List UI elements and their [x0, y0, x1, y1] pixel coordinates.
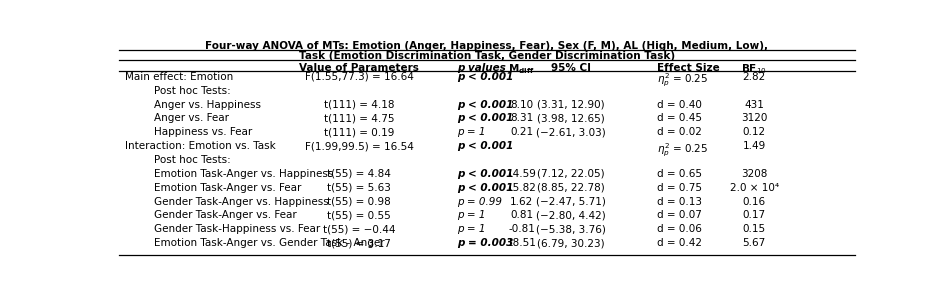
- Text: 1.62: 1.62: [510, 197, 533, 207]
- Text: 0.15: 0.15: [743, 224, 766, 234]
- Text: p < 0.001: p < 0.001: [458, 100, 514, 110]
- Text: t(111) = 4.18: t(111) = 4.18: [324, 100, 394, 110]
- Text: p < 0.001: p < 0.001: [458, 72, 514, 82]
- Text: (−2.61, 3.03): (−2.61, 3.03): [536, 127, 605, 137]
- Text: p = 1: p = 1: [458, 210, 485, 221]
- Text: 3208: 3208: [741, 169, 768, 179]
- Text: F(1.55,77.3) = 16.64: F(1.55,77.3) = 16.64: [305, 72, 413, 82]
- Text: Task (Emotion Discrimination Task, Gender Discrimination Task): Task (Emotion Discrimination Task, Gende…: [299, 51, 674, 61]
- Text: 431: 431: [744, 100, 764, 110]
- Text: $\eta_p^2$ = 0.25: $\eta_p^2$ = 0.25: [657, 141, 709, 159]
- Text: (−2.47, 5.71): (−2.47, 5.71): [536, 197, 605, 207]
- Text: d = 0.65: d = 0.65: [657, 169, 702, 179]
- Text: Gender Task-Happiness vs. Fear: Gender Task-Happiness vs. Fear: [155, 224, 321, 234]
- Text: d = 0.06: d = 0.06: [657, 224, 702, 234]
- Text: p < 0.001: p < 0.001: [458, 141, 514, 151]
- Text: p = 1: p = 1: [458, 224, 485, 234]
- Text: d = 0.13: d = 0.13: [657, 197, 702, 207]
- Text: 0.16: 0.16: [743, 197, 766, 207]
- Text: (6.79, 30.23): (6.79, 30.23): [537, 238, 604, 248]
- Text: d = 0.02: d = 0.02: [657, 127, 702, 137]
- Text: (−5.38, 3.76): (−5.38, 3.76): [536, 224, 605, 234]
- Text: Gender Task-Anger vs. Happiness: Gender Task-Anger vs. Happiness: [155, 197, 329, 207]
- Text: d = 0.40: d = 0.40: [657, 100, 702, 110]
- Text: (3.31, 12.90): (3.31, 12.90): [537, 100, 604, 110]
- Text: d = 0.07: d = 0.07: [657, 210, 702, 221]
- Text: Emotion Task-Anger vs. Gender Task - Anger: Emotion Task-Anger vs. Gender Task - Ang…: [155, 238, 385, 248]
- Text: 0.21: 0.21: [510, 127, 533, 137]
- Text: Post hoc Tests:: Post hoc Tests:: [155, 86, 231, 96]
- Text: p = 0.003: p = 0.003: [458, 238, 514, 248]
- Text: t(111) = 4.75: t(111) = 4.75: [324, 113, 394, 123]
- Text: p < 0.001: p < 0.001: [458, 113, 514, 123]
- Text: (3.98, 12.65): (3.98, 12.65): [537, 113, 604, 123]
- Text: Happiness vs. Fear: Happiness vs. Fear: [155, 127, 253, 137]
- Text: Post hoc Tests:: Post hoc Tests:: [155, 155, 231, 165]
- Text: 95% CI: 95% CI: [551, 63, 591, 73]
- Text: p = 0.99: p = 0.99: [458, 197, 503, 207]
- Text: Anger vs. Happiness: Anger vs. Happiness: [155, 100, 261, 110]
- Text: 5.67: 5.67: [743, 238, 766, 248]
- Text: BF$_{10}$: BF$_{10}$: [741, 63, 768, 77]
- Text: 14.59: 14.59: [506, 169, 537, 179]
- Text: p < 0.001: p < 0.001: [458, 169, 514, 179]
- Text: p = 1: p = 1: [458, 127, 485, 137]
- Text: t(55) = 0.98: t(55) = 0.98: [327, 197, 390, 207]
- Text: Effect Size: Effect Size: [657, 63, 720, 73]
- Text: Gender Task-Anger vs. Fear: Gender Task-Anger vs. Fear: [155, 210, 297, 221]
- Text: M$_{\mathbf{diff}}$: M$_{\mathbf{diff}}$: [508, 63, 535, 77]
- Text: -0.81: -0.81: [508, 224, 535, 234]
- Text: 0.12: 0.12: [743, 127, 766, 137]
- Text: $\eta_p^2$ = 0.25: $\eta_p^2$ = 0.25: [657, 72, 709, 89]
- Text: Main effect: Emotion: Main effect: Emotion: [125, 72, 233, 82]
- Text: 18.51: 18.51: [506, 238, 537, 248]
- Text: 0.81: 0.81: [510, 210, 533, 221]
- Text: 8.31: 8.31: [510, 113, 533, 123]
- Text: Value of Parameters: Value of Parameters: [299, 63, 419, 73]
- Text: Interaction: Emotion vs. Task: Interaction: Emotion vs. Task: [125, 141, 276, 151]
- Text: t(55) = 0.55: t(55) = 0.55: [327, 210, 390, 221]
- Text: 15.82: 15.82: [506, 183, 537, 193]
- Text: 2.0 × 10⁴: 2.0 × 10⁴: [730, 183, 779, 193]
- Text: 2.82: 2.82: [743, 72, 766, 82]
- Text: 8.10: 8.10: [510, 100, 533, 110]
- Text: t(55) = −0.44: t(55) = −0.44: [323, 224, 395, 234]
- Text: (−2.80, 4.42): (−2.80, 4.42): [536, 210, 605, 221]
- Text: Four-way ANOVA of MTs: Emotion (Anger, Happiness, Fear), Sex (F, M), AL (High, M: Four-way ANOVA of MTs: Emotion (Anger, H…: [205, 41, 769, 51]
- Text: 0.17: 0.17: [743, 210, 766, 221]
- Text: 3120: 3120: [741, 113, 768, 123]
- Text: (8.85, 22.78): (8.85, 22.78): [537, 183, 604, 193]
- Text: t(55) = 4.84: t(55) = 4.84: [327, 169, 391, 179]
- Text: F(1.99,99.5) = 16.54: F(1.99,99.5) = 16.54: [305, 141, 413, 151]
- Text: Anger vs. Fear: Anger vs. Fear: [155, 113, 229, 123]
- Text: Emotion Task-Anger vs. Happiness: Emotion Task-Anger vs. Happiness: [155, 169, 333, 179]
- Text: t(55) = 5.63: t(55) = 5.63: [327, 183, 391, 193]
- Text: t(55) = 3.17: t(55) = 3.17: [327, 238, 391, 248]
- Text: d = 0.75: d = 0.75: [657, 183, 702, 193]
- Text: d = 0.45: d = 0.45: [657, 113, 702, 123]
- Text: (7.12, 22.05): (7.12, 22.05): [537, 169, 604, 179]
- Text: d = 0.42: d = 0.42: [657, 238, 702, 248]
- Text: p < 0.001: p < 0.001: [458, 183, 514, 193]
- Text: t(111) = 0.19: t(111) = 0.19: [324, 127, 394, 137]
- Text: 1.49: 1.49: [743, 141, 766, 151]
- Text: Emotion Task-Anger vs. Fear: Emotion Task-Anger vs. Fear: [155, 183, 302, 193]
- Text: p values: p values: [458, 63, 506, 73]
